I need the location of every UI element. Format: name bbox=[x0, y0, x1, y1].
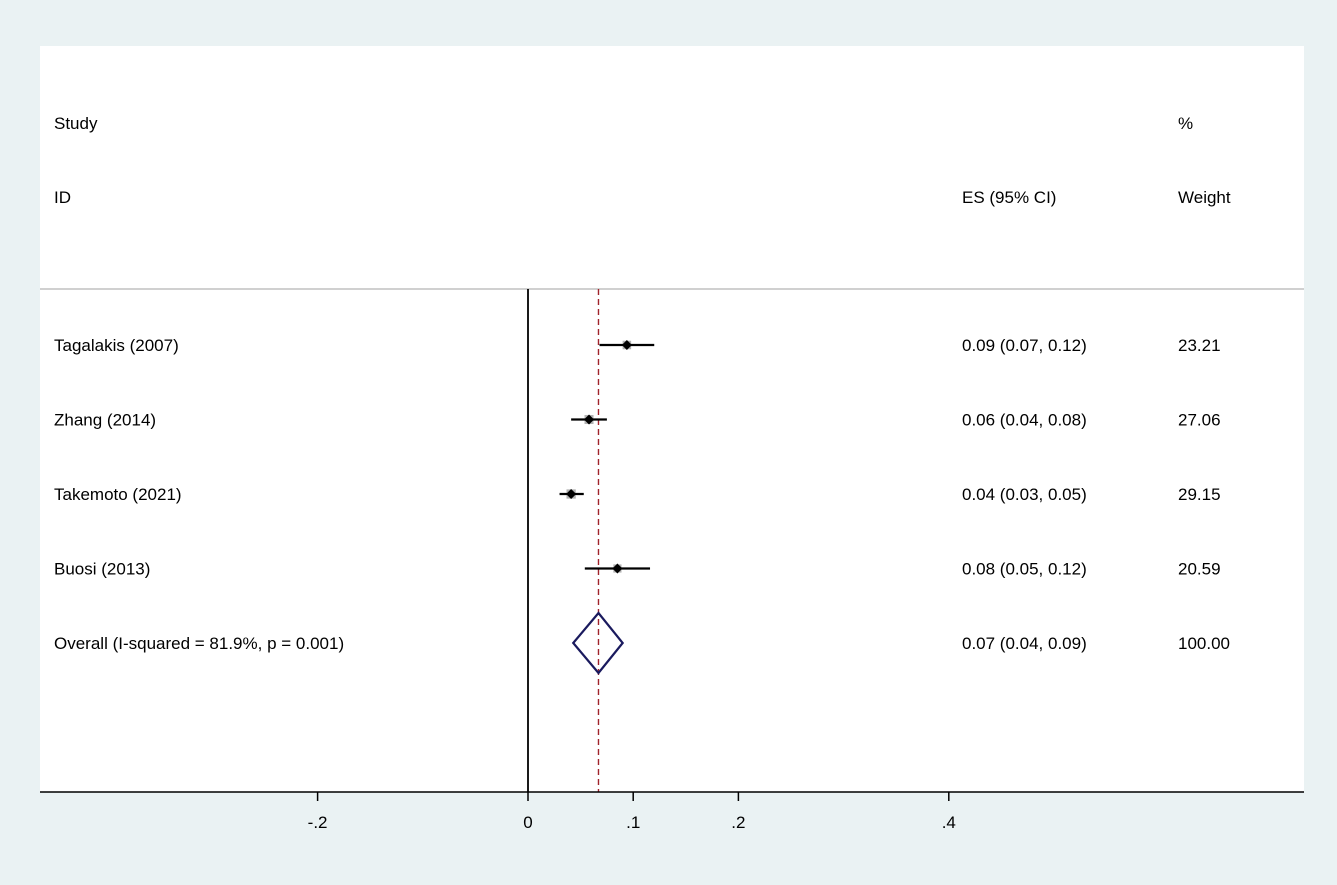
es-ci-value: 0.04 (0.03, 0.05) bbox=[962, 485, 1087, 504]
header-weight: Weight bbox=[1178, 188, 1231, 207]
x-tick-label: 0 bbox=[523, 813, 532, 832]
header-es-ci: ES (95% CI) bbox=[962, 188, 1056, 207]
header-study: Study bbox=[54, 114, 98, 133]
overall-label: Overall (I-squared = 81.9%, p = 0.001) bbox=[54, 634, 344, 653]
x-axis: -.2 0 .1 .2 .4 bbox=[40, 791, 1304, 832]
study-row-0: Tagalakis (2007) 0.09 (0.07, 0.12) 23.21 bbox=[54, 336, 1221, 355]
point-estimate bbox=[621, 340, 632, 350]
weight-value: 27.06 bbox=[1178, 411, 1221, 430]
es-ci-value: 0.06 (0.04, 0.08) bbox=[962, 411, 1087, 430]
x-tick-label: .1 bbox=[626, 813, 640, 832]
weight-value: 20.59 bbox=[1178, 560, 1221, 579]
study-row-3: Buosi (2013) 0.08 (0.05, 0.12) 20.59 bbox=[54, 560, 1221, 579]
study-label: Buosi (2013) bbox=[54, 560, 150, 579]
study-label: Tagalakis (2007) bbox=[54, 336, 179, 355]
es-ci-value: 0.09 (0.07, 0.12) bbox=[962, 336, 1087, 355]
point-estimate bbox=[584, 414, 595, 425]
study-rows: Tagalakis (2007) 0.09 (0.07, 0.12) 23.21 Zh… bbox=[54, 289, 1230, 792]
study-row-2: Takemoto (2021) 0.04 (0.03, 0.05) 29.15 bbox=[54, 485, 1221, 504]
study-row-1: Zhang (2014) 0.06 (0.04, 0.08) 27.06 bbox=[54, 411, 1221, 430]
plot-panel bbox=[40, 46, 1304, 792]
overall-weight-value: 100.00 bbox=[1178, 634, 1230, 653]
x-tick-label: .2 bbox=[731, 813, 745, 832]
study-label: Takemoto (2021) bbox=[54, 485, 182, 504]
weight-value: 23.21 bbox=[1178, 336, 1221, 355]
x-tick-label: .4 bbox=[942, 813, 956, 832]
point-estimate bbox=[612, 563, 623, 574]
point-estimate bbox=[566, 489, 577, 499]
weight-value: 29.15 bbox=[1178, 485, 1221, 504]
es-ci-value: 0.08 (0.05, 0.12) bbox=[962, 560, 1087, 579]
header-id: ID bbox=[54, 188, 71, 207]
overall-es-ci-value: 0.07 (0.04, 0.09) bbox=[962, 634, 1087, 653]
x-tick-label: -.2 bbox=[308, 813, 328, 832]
study-label: Zhang (2014) bbox=[54, 411, 156, 430]
overall-row: Overall (I-squared = 81.9%, p = 0.001) 0.… bbox=[54, 611, 1230, 675]
overall-diamond bbox=[571, 611, 625, 675]
header-percent: % bbox=[1178, 114, 1193, 133]
